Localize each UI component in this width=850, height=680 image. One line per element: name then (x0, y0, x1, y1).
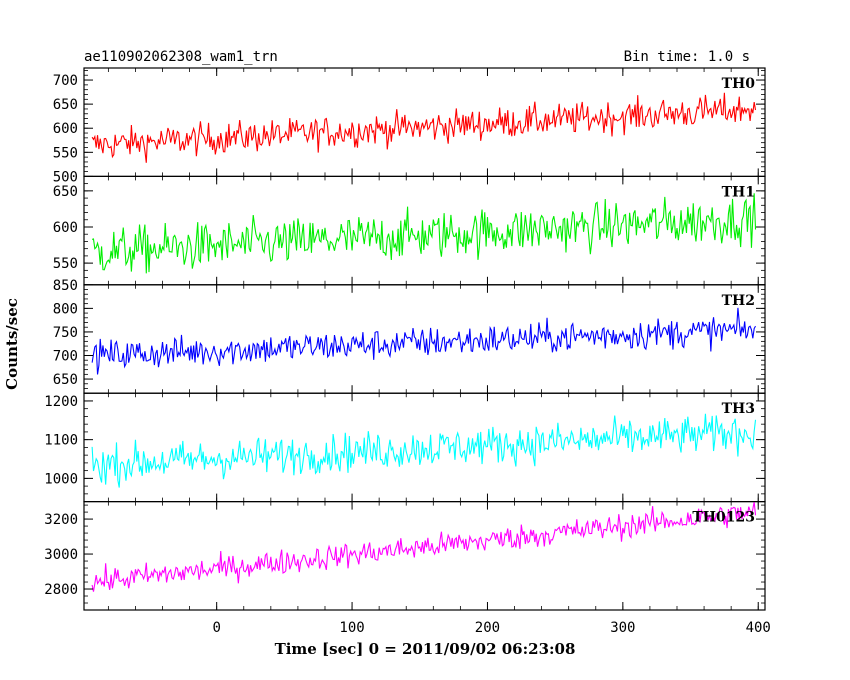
panel-label-th3: TH3 (722, 401, 755, 417)
panel-frame-th2 (83, 284, 766, 394)
y-tick-label: 650 (53, 97, 78, 113)
panel-frame-th0123 (83, 501, 766, 611)
y-tick-label: 750 (53, 325, 78, 341)
x-axis-label: Time [sec] 0 = 2011/09/02 06:23:08 (275, 640, 576, 658)
y-tick-label: 850 (53, 278, 78, 294)
y-tick-label: 600 (53, 220, 78, 236)
panel-label-th0: TH0 (722, 76, 756, 92)
panel-label-th1: TH1 (722, 184, 755, 200)
panel-frame-th3 (83, 392, 766, 503)
series-line-th0123 (91, 501, 757, 592)
y-axis-label: Counts/sec (3, 298, 21, 390)
panel-frame-th0 (83, 67, 766, 178)
y-tick-label: 550 (53, 145, 78, 161)
y-tick-label: 1100 (44, 433, 78, 449)
panel-frame-th1 (83, 175, 766, 286)
series-line-th2 (91, 307, 756, 375)
y-tick-label: 650 (53, 372, 78, 388)
y-tick-label: 700 (53, 73, 78, 89)
y-tick-label: 1200 (44, 394, 78, 410)
bin-time-label: Bin time: 1.0 s (624, 49, 750, 65)
panel-label-th2: TH2 (722, 293, 755, 309)
panels-group: 500 550 600 650 700 TH0 550 600 650 TH1 650 700 750 8… (44, 67, 771, 636)
x-tick-label: 300 (610, 620, 635, 636)
y-tick-label: 3000 (44, 547, 78, 563)
series-line-th0 (91, 92, 757, 163)
y-tick-label: 700 (53, 348, 78, 364)
series-line-th1 (91, 193, 757, 274)
y-tick-label: 1000 (44, 471, 78, 487)
y-tick-label: 650 (53, 184, 78, 200)
y-tick-label: 2800 (44, 582, 78, 598)
x-tick-label: 200 (475, 620, 500, 636)
chart-title: ae110902062308_wam1_trn (84, 49, 278, 65)
panel-label-th0123: TH0123 (692, 510, 755, 526)
y-tick-label: 600 (53, 121, 78, 137)
x-tick-label: 0 (212, 620, 220, 636)
y-tick-label: 500 (53, 169, 78, 185)
series-line-th3 (91, 413, 757, 488)
y-tick-label: 3200 (44, 512, 78, 528)
x-tick-label: 100 (339, 620, 364, 636)
y-tick-label: 550 (53, 256, 78, 272)
y-tick-label: 800 (53, 301, 78, 317)
x-tick-label: 400 (746, 620, 771, 636)
